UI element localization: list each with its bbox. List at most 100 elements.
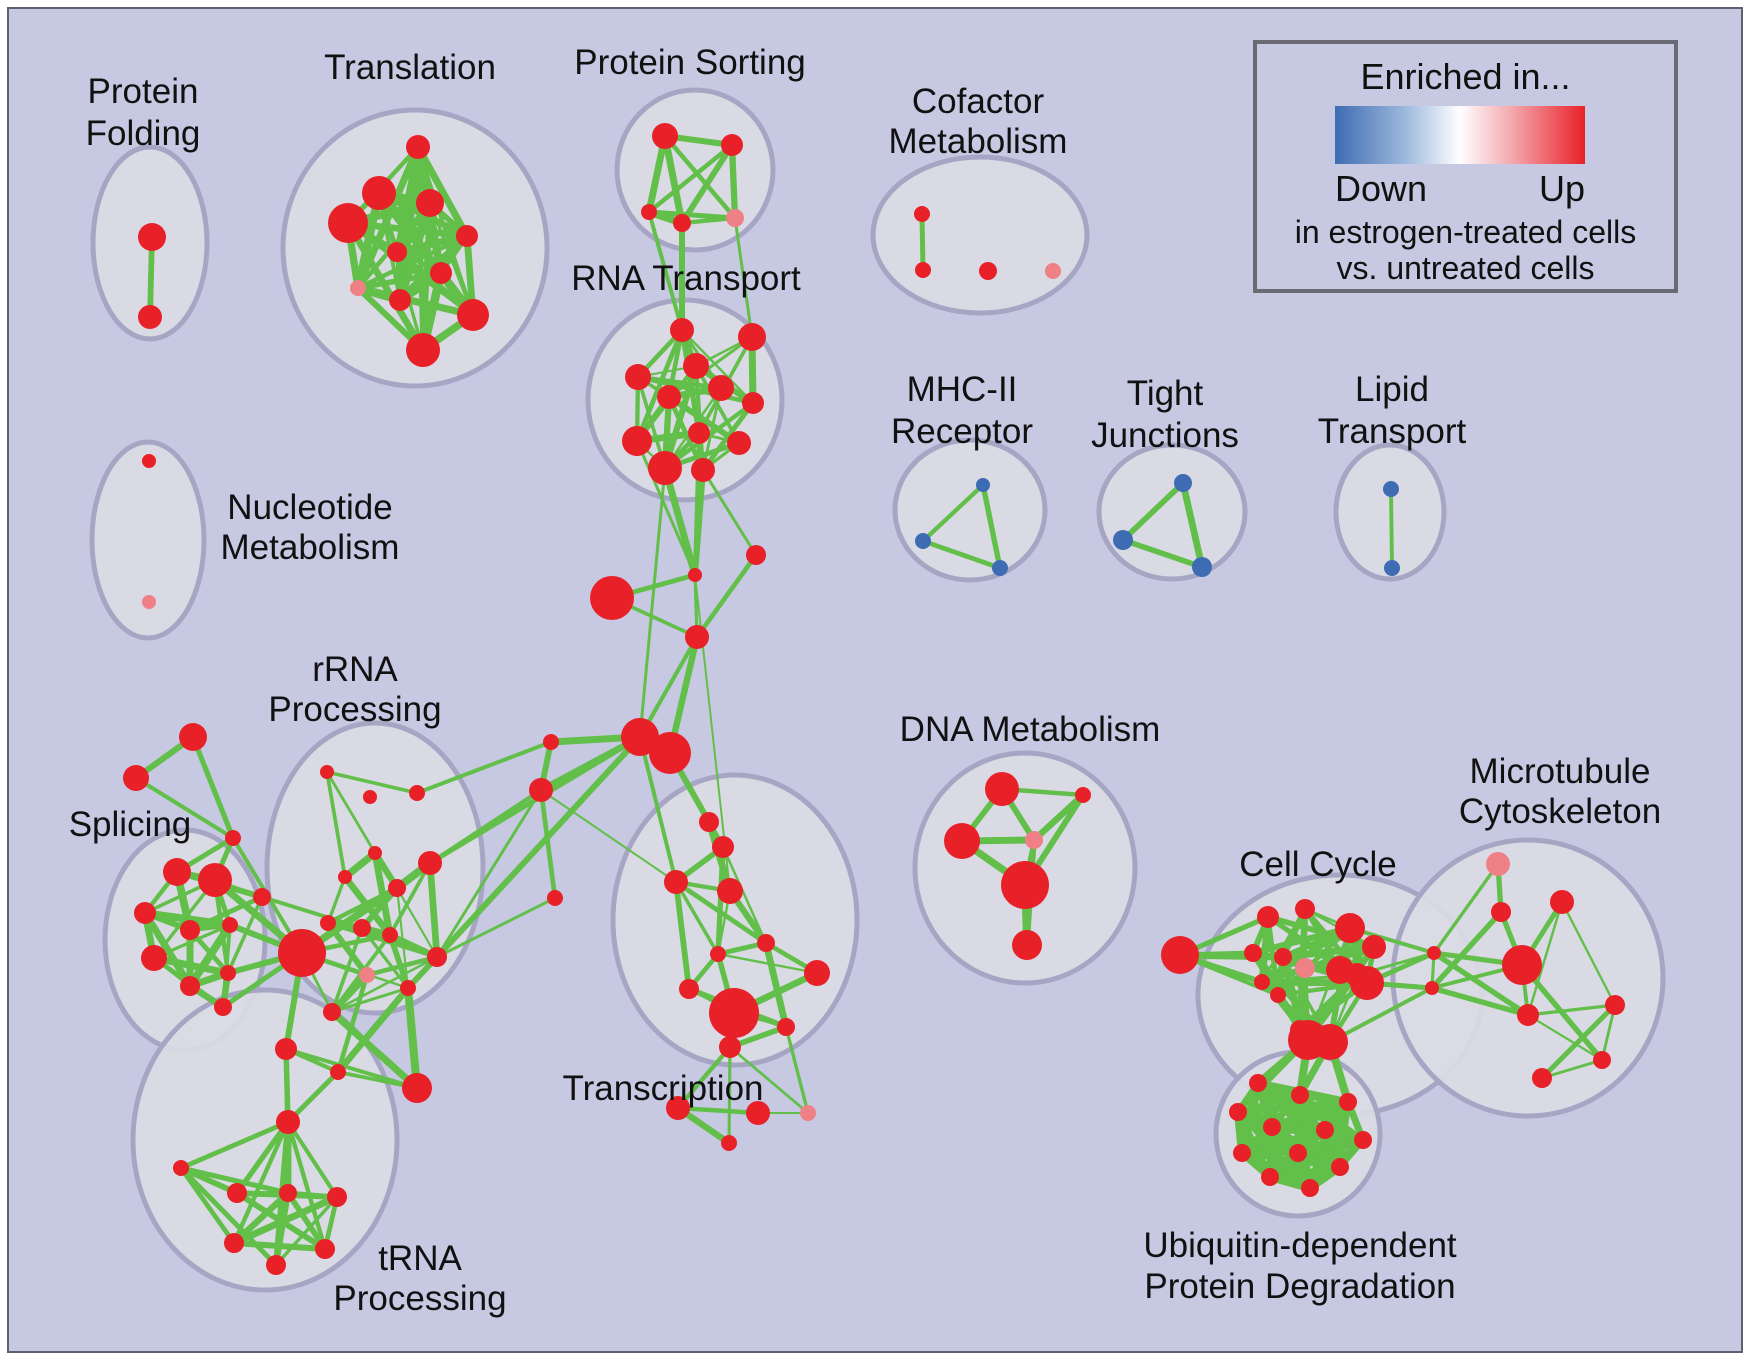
- edge: [1328, 986, 1434, 1044]
- gene-set-node: [1045, 263, 1061, 279]
- gene-set-node: [409, 785, 425, 801]
- cluster-label-cofactor-metabolism: Cofactor: [912, 82, 1045, 121]
- gene-set-node: [350, 280, 366, 296]
- legend-title: Enriched in...: [1360, 56, 1571, 97]
- edge: [701, 468, 758, 557]
- edge: [675, 1044, 733, 1111]
- gene-set-node: [1075, 787, 1091, 803]
- gene-set-node: [1486, 852, 1510, 876]
- cluster-label-transcription: Transcription: [563, 1069, 764, 1108]
- gene-set-node: [800, 1105, 816, 1121]
- gene-set-node: [214, 998, 232, 1016]
- edge: [364, 954, 440, 978]
- gene-set-node: [710, 946, 726, 962]
- gene-set-node: [648, 451, 682, 485]
- edge: [1120, 537, 1205, 570]
- gene-set-node: [416, 189, 444, 217]
- edge: [920, 538, 1003, 571]
- gene-set-node: [657, 385, 681, 409]
- gene-set-node: [673, 214, 691, 232]
- edge: [330, 986, 410, 1014]
- edge: [404, 984, 421, 1092]
- gene-set-node: [721, 1135, 737, 1151]
- edge: [230, 1189, 292, 1247]
- gene-set-node: [1593, 1051, 1611, 1069]
- gene-set-node: [777, 1018, 795, 1036]
- gene-set-node: [664, 870, 688, 894]
- gene-set-node: [1289, 1144, 1307, 1162]
- edge: [1429, 909, 1504, 991]
- edge: [1540, 1058, 1604, 1080]
- gene-set-node: [362, 176, 396, 210]
- cluster-label-rrna-processing: rRNA: [312, 650, 398, 689]
- cluster-label-cell-cycle: Cell Cycle: [1239, 845, 1397, 884]
- edge: [1560, 900, 1617, 1007]
- gene-set-node: [227, 1183, 247, 1203]
- gene-set-node: [699, 812, 719, 832]
- gene-set-node: [1427, 946, 1441, 960]
- edge: [1389, 487, 1394, 570]
- edge: [415, 740, 553, 795]
- legend-caption-line2: vs. untreated cells: [1336, 250, 1595, 287]
- gene-set-node: [278, 929, 326, 977]
- gene-set-node: [1263, 1118, 1281, 1136]
- edge: [1120, 480, 1186, 543]
- gene-set-node: [679, 979, 699, 999]
- gene-set-node: [1517, 1004, 1539, 1026]
- edge: [178, 1165, 279, 1268]
- gene-set-node: [134, 902, 156, 924]
- gene-set-node: [641, 204, 657, 220]
- gene-set-node: [1192, 557, 1212, 577]
- cluster-label-tight-junctions: Junctions: [1091, 416, 1239, 455]
- legend-gradient-bar: [1335, 106, 1585, 164]
- gene-set-node: [1113, 530, 1133, 550]
- gene-set-node: [979, 262, 997, 280]
- gene-set-node: [406, 333, 440, 367]
- gene-set-node: [123, 765, 149, 791]
- gene-set-node: [1532, 1068, 1552, 1088]
- gene-set-node: [359, 967, 375, 983]
- gene-set-node: [457, 299, 489, 331]
- edge: [693, 431, 701, 577]
- gene-set-node: [625, 364, 651, 390]
- edge: [540, 789, 677, 883]
- gene-set-node: [328, 203, 368, 243]
- gene-set-node: [1350, 966, 1384, 1000]
- edge: [377, 191, 425, 352]
- edge: [325, 770, 419, 795]
- edge: [1539, 1002, 1618, 1081]
- edge: [141, 909, 194, 990]
- gene-set-node: [1025, 831, 1043, 849]
- gene-set-node: [163, 858, 191, 886]
- gene-set-node: [1339, 1093, 1357, 1111]
- gene-set-node: [430, 262, 452, 284]
- cluster-label-trna-processing: tRNA: [378, 1239, 462, 1278]
- edge: [434, 734, 643, 960]
- gene-set-node: [1605, 995, 1625, 1015]
- edge: [1179, 479, 1206, 571]
- cluster-ellipse-cofactor-metabolism: [870, 154, 1090, 316]
- edge: [716, 952, 819, 975]
- gene-set-node: [652, 123, 678, 149]
- edge: [344, 219, 427, 354]
- gene-set-node: [708, 375, 734, 401]
- gene-set-node: [685, 625, 709, 649]
- gene-set-node: [985, 772, 1019, 806]
- gene-set-node: [456, 225, 478, 247]
- gene-set-node: [1312, 1024, 1348, 1060]
- gene-set-node: [688, 568, 702, 582]
- gene-set-node: [225, 830, 241, 846]
- gene-set-node: [1291, 1086, 1309, 1104]
- edge: [662, 133, 738, 221]
- edge: [285, 1190, 328, 1252]
- cluster-label-mhc-ii-receptor: MHC-II: [907, 370, 1018, 409]
- cluster-label-microtubule-cytoskeleton: Microtubule: [1470, 752, 1651, 791]
- edge: [226, 895, 264, 975]
- gene-set-node: [353, 919, 371, 937]
- gene-set-node: [363, 790, 377, 804]
- edge: [393, 232, 471, 256]
- gene-set-node: [276, 1110, 300, 1134]
- edge: [428, 788, 543, 865]
- edge: [679, 142, 735, 226]
- gene-set-node: [382, 927, 398, 943]
